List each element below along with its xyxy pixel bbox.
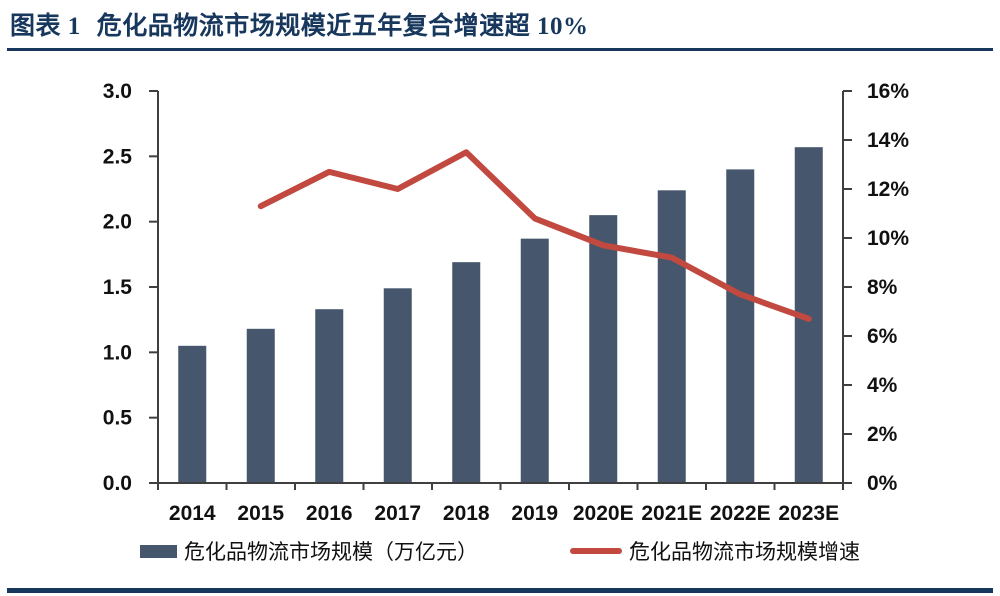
right-axis-tick-label: 12%: [867, 178, 909, 201]
footer-rule: [7, 588, 993, 593]
line-series-swatch-icon: [570, 548, 622, 554]
x-axis-label-2015: 2015: [237, 502, 284, 525]
bar-2016: [315, 309, 344, 483]
legend-label-market-size: 危化品物流市场规模（万亿元）: [184, 541, 478, 564]
bar-2018: [452, 262, 481, 483]
right-axis-tick-label: 4%: [867, 374, 898, 397]
left-axis-tick-label: 3.0: [103, 80, 132, 103]
bar-2022E: [726, 169, 755, 483]
legend-item-market-size: 危化品物流市场规模（万亿元）: [140, 536, 478, 566]
bar-2021E: [657, 190, 686, 483]
left-axis-tick-label: 2.0: [103, 211, 132, 234]
right-axis-tick-label: 2%: [867, 423, 898, 446]
bar-2017: [383, 288, 412, 483]
x-axis-label-2021E: 2021E: [641, 502, 702, 525]
legend-item-growth-rate: 危化品物流市场规模增速: [570, 536, 860, 566]
chart-canvas: 0.0 0.5 1.0 1.5 2.0 2.5 3.0 0% 2% 4% 6% 8% 10% 12% 14%…: [103, 80, 910, 525]
bar-2020E: [589, 215, 618, 483]
x-axis-label-2023E: 2023E: [778, 502, 839, 525]
right-axis-tick-label: 6%: [867, 325, 898, 348]
right-axis-tick-label: 16%: [867, 80, 909, 103]
left-axis-tick-label: 0.0: [103, 472, 132, 495]
bar-2015: [246, 328, 275, 483]
legend-label-growth-rate: 危化品物流市场规模增速: [629, 541, 860, 564]
bar-series-swatch-icon: [140, 544, 177, 558]
x-axis-label-2017: 2017: [374, 502, 421, 525]
figure-title: 图表 1 危化品物流市场规模近五年复合增速超 10%: [10, 6, 589, 42]
x-axis-label-2018: 2018: [443, 502, 490, 525]
growth-rate-line: [257, 149, 812, 322]
x-axis-label-2020E: 2020E: [573, 502, 634, 525]
x-axis-label-2022E: 2022E: [710, 502, 771, 525]
x-axis-label-2014: 2014: [169, 502, 216, 525]
figure-number-label: 图表 1: [10, 13, 81, 40]
figure-title-text: 危化品物流市场规模近五年复合增速超 10%: [96, 13, 589, 40]
left-axis-tick-label: 1.5: [103, 276, 133, 299]
bar-2014: [178, 345, 207, 483]
right-axis-tick-label: 8%: [867, 276, 898, 299]
title-underline-rule: [7, 48, 993, 51]
x-axis-label-2016: 2016: [306, 502, 353, 525]
left-axis-tick-label: 0.5: [103, 407, 133, 430]
right-axis-tick-label: 10%: [867, 227, 909, 250]
bar-2019: [520, 238, 549, 483]
right-axis-tick-label: 0%: [867, 472, 898, 495]
right-axis-tick-label: 14%: [867, 129, 909, 152]
chart-legend: 危化品物流市场规模（万亿元） 危化品物流市场规模增速: [0, 536, 1000, 566]
left-axis-tick-label: 2.5: [103, 145, 133, 168]
left-axis-tick-label: 1.0: [103, 341, 132, 364]
x-axis-label-2019: 2019: [511, 502, 558, 525]
